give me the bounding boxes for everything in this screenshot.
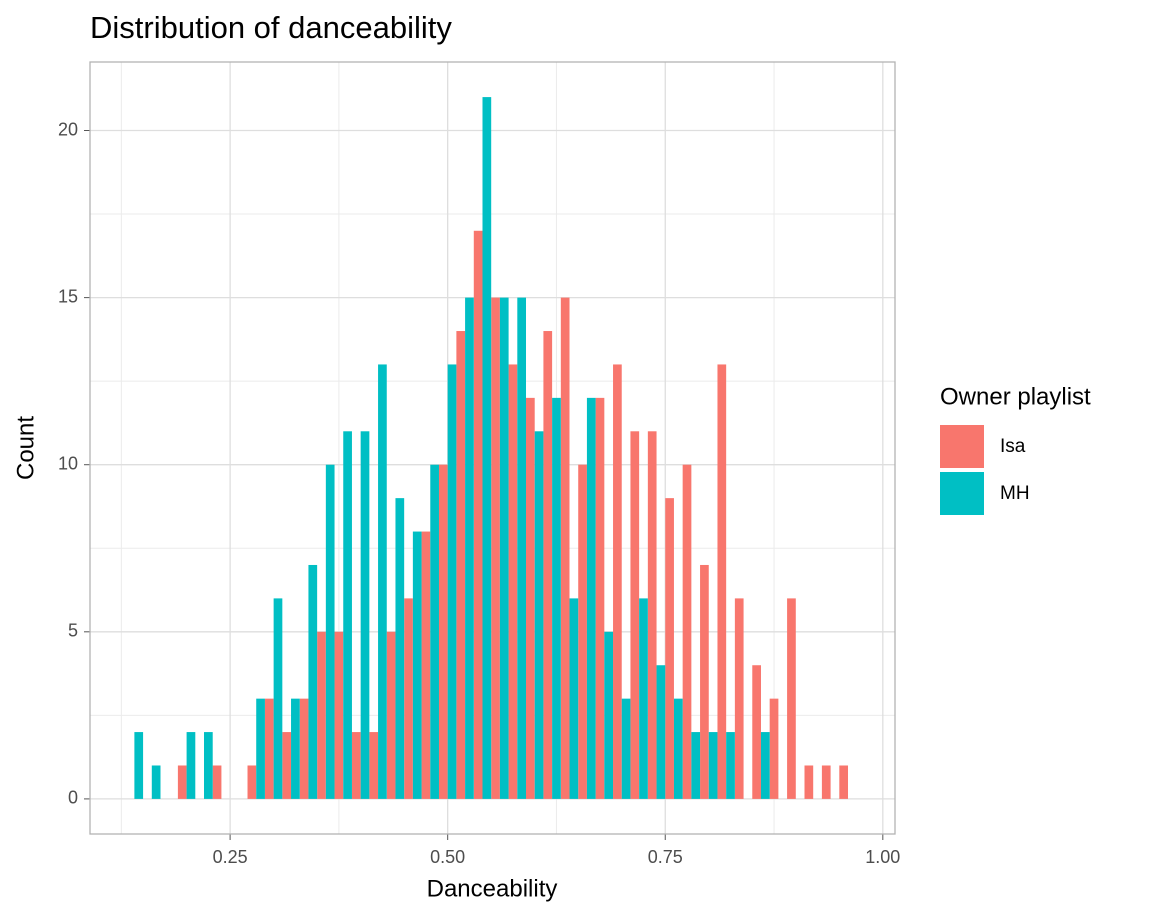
- legend-label: Isa: [1000, 436, 1026, 457]
- bar: [456, 331, 466, 799]
- bar: [299, 698, 309, 799]
- bar: [291, 698, 300, 799]
- bar: [673, 698, 683, 799]
- y-tick-label: 20: [58, 119, 78, 139]
- bar: [177, 765, 187, 799]
- bar: [647, 431, 657, 799]
- bar: [595, 397, 605, 799]
- legend-label: MH: [1000, 483, 1030, 504]
- y-tick-label: 15: [58, 286, 78, 306]
- bar: [204, 732, 213, 799]
- bar: [343, 431, 352, 799]
- bar: [604, 631, 614, 799]
- bar: [630, 431, 640, 799]
- legend-key: [940, 472, 984, 515]
- bar: [691, 732, 701, 799]
- bar: [282, 732, 292, 799]
- bar: [752, 665, 761, 799]
- bar: [787, 598, 796, 799]
- y-tick-label: 0: [68, 788, 78, 808]
- bar: [369, 732, 379, 799]
- bar: [613, 364, 622, 799]
- x-tick-label: 0.25: [213, 847, 248, 867]
- bar: [682, 464, 692, 799]
- bar: [438, 464, 448, 799]
- bar: [317, 631, 326, 799]
- bar: [839, 765, 849, 799]
- bar: [151, 765, 161, 799]
- bar: [421, 531, 431, 799]
- x-axis-label: Danceability: [427, 875, 558, 902]
- y-tick-label: 10: [58, 453, 78, 473]
- bar: [804, 765, 814, 799]
- bar: [395, 498, 405, 799]
- plot-border: [89, 61, 896, 835]
- bar: [621, 698, 631, 799]
- bar: [334, 631, 344, 799]
- legend-key: [940, 425, 984, 468]
- x-tick-label: 0.50: [430, 847, 465, 867]
- bar: [499, 297, 509, 799]
- bar: [447, 364, 457, 799]
- y-tick-label: 5: [68, 621, 78, 641]
- bar: [769, 698, 779, 799]
- legend-title: Owner playlist: [940, 383, 1091, 410]
- bar: [186, 732, 196, 799]
- bar: [708, 732, 718, 799]
- bar: [308, 564, 318, 799]
- bar: [656, 665, 666, 799]
- bar: [273, 598, 283, 799]
- bar: [386, 631, 396, 799]
- bar: [543, 331, 553, 799]
- bar: [325, 464, 335, 799]
- bar: [351, 732, 361, 799]
- bar: [404, 598, 413, 799]
- bar: [412, 531, 422, 799]
- bar: [726, 732, 735, 799]
- x-tick-label: 1.00: [865, 847, 900, 867]
- bar: [560, 297, 570, 799]
- bar: [378, 364, 387, 799]
- bar: [821, 765, 831, 799]
- bar: [256, 698, 265, 799]
- bar: [717, 364, 727, 799]
- chart-title: Distribution of danceability: [90, 10, 452, 45]
- bar: [586, 397, 596, 799]
- bar: [569, 598, 579, 799]
- bar: [134, 732, 144, 799]
- bar: [491, 297, 500, 799]
- bar: [212, 765, 222, 799]
- bar: [360, 431, 370, 799]
- bar: [734, 598, 744, 799]
- bar: [430, 464, 439, 799]
- bar: [517, 297, 527, 799]
- bar: [578, 464, 587, 799]
- bar: [482, 97, 492, 799]
- bar: [534, 431, 544, 799]
- bar: [465, 297, 474, 799]
- bar: [552, 397, 561, 799]
- bar: [639, 598, 648, 799]
- bar: [526, 397, 535, 799]
- x-tick-label: 0.75: [648, 847, 683, 867]
- bar: [247, 765, 257, 799]
- y-axis-label: Count: [12, 416, 39, 480]
- bar: [508, 364, 518, 799]
- bar: [473, 230, 483, 799]
- bar: [760, 732, 770, 799]
- bar: [264, 698, 274, 799]
- bar: [665, 498, 674, 799]
- bar: [700, 564, 709, 799]
